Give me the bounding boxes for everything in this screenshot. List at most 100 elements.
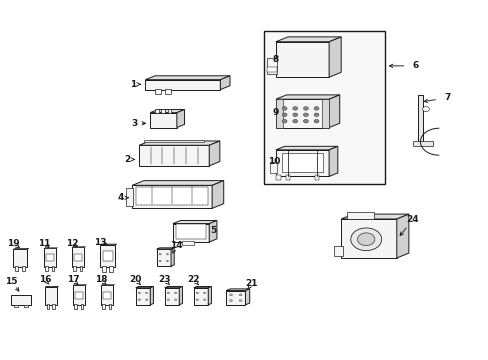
Circle shape	[357, 233, 374, 246]
Bar	[108, 304, 111, 309]
Circle shape	[239, 300, 242, 302]
Polygon shape	[179, 287, 182, 305]
Polygon shape	[275, 99, 328, 127]
Bar	[264, 31, 384, 184]
Circle shape	[159, 260, 161, 262]
Text: 3: 3	[131, 119, 137, 128]
Circle shape	[174, 292, 176, 294]
Bar	[181, 240, 193, 245]
Bar	[45, 287, 57, 305]
Bar	[52, 266, 54, 271]
Circle shape	[145, 292, 147, 294]
Bar	[155, 89, 161, 94]
Bar	[46, 305, 49, 309]
Polygon shape	[208, 287, 211, 305]
Bar	[11, 295, 31, 305]
Polygon shape	[396, 214, 408, 258]
Bar	[102, 304, 105, 309]
Bar	[73, 285, 85, 305]
Polygon shape	[209, 220, 217, 242]
Polygon shape	[275, 146, 337, 150]
Circle shape	[292, 113, 297, 117]
Bar	[75, 292, 82, 299]
Text: 11: 11	[38, 239, 50, 248]
Text: 4: 4	[118, 193, 124, 202]
Text: 13: 13	[94, 238, 106, 247]
Polygon shape	[164, 287, 182, 288]
Bar	[275, 150, 328, 176]
Bar	[161, 109, 165, 113]
Circle shape	[239, 294, 242, 296]
Bar	[136, 187, 208, 205]
Circle shape	[303, 113, 308, 117]
Polygon shape	[193, 287, 211, 288]
Bar	[102, 251, 113, 261]
Circle shape	[196, 292, 198, 294]
Circle shape	[167, 299, 169, 300]
Bar	[285, 175, 290, 180]
Polygon shape	[100, 244, 117, 245]
Bar	[74, 253, 81, 261]
Polygon shape	[341, 219, 396, 258]
Polygon shape	[220, 76, 229, 90]
Circle shape	[196, 299, 198, 300]
Circle shape	[167, 292, 169, 294]
Circle shape	[350, 228, 381, 251]
Bar	[24, 305, 28, 307]
Text: 1: 1	[130, 80, 136, 89]
Circle shape	[422, 107, 428, 112]
Circle shape	[229, 294, 232, 296]
Circle shape	[313, 107, 318, 110]
Polygon shape	[173, 220, 217, 224]
Polygon shape	[275, 95, 339, 99]
Polygon shape	[136, 287, 153, 288]
Bar	[266, 58, 276, 74]
Bar	[333, 246, 342, 256]
Polygon shape	[193, 288, 208, 305]
Polygon shape	[328, 37, 341, 77]
Circle shape	[313, 120, 318, 123]
Polygon shape	[177, 109, 184, 127]
Bar	[321, 99, 328, 127]
Circle shape	[292, 107, 297, 110]
Polygon shape	[139, 141, 220, 145]
Bar	[125, 188, 133, 206]
Bar	[269, 162, 276, 173]
Polygon shape	[156, 249, 171, 266]
Polygon shape	[225, 289, 249, 291]
Circle shape	[166, 260, 168, 262]
Polygon shape	[212, 181, 223, 208]
Circle shape	[203, 292, 205, 294]
Bar	[275, 175, 280, 180]
Text: 2: 2	[124, 155, 130, 164]
Text: 6: 6	[412, 61, 418, 70]
Bar	[164, 89, 170, 94]
Text: 10: 10	[268, 157, 280, 166]
Polygon shape	[225, 291, 245, 305]
Bar	[109, 266, 113, 272]
Circle shape	[313, 113, 318, 117]
Polygon shape	[275, 37, 341, 42]
Polygon shape	[156, 248, 174, 249]
Polygon shape	[145, 80, 220, 90]
Text: 18: 18	[95, 275, 107, 284]
Bar	[74, 304, 77, 309]
Bar	[22, 266, 25, 271]
Circle shape	[174, 299, 176, 300]
Circle shape	[303, 107, 308, 110]
Polygon shape	[341, 214, 408, 219]
Polygon shape	[13, 248, 29, 249]
Bar	[14, 305, 18, 307]
Bar	[101, 285, 113, 305]
Text: 17: 17	[66, 275, 79, 284]
Circle shape	[159, 253, 161, 255]
Bar	[281, 153, 323, 172]
Polygon shape	[328, 146, 337, 176]
Bar	[176, 224, 205, 239]
Polygon shape	[328, 95, 339, 127]
Circle shape	[138, 292, 140, 294]
Text: 15: 15	[5, 276, 18, 285]
Bar	[266, 67, 276, 72]
Text: 22: 22	[187, 275, 200, 284]
Bar	[143, 140, 204, 143]
